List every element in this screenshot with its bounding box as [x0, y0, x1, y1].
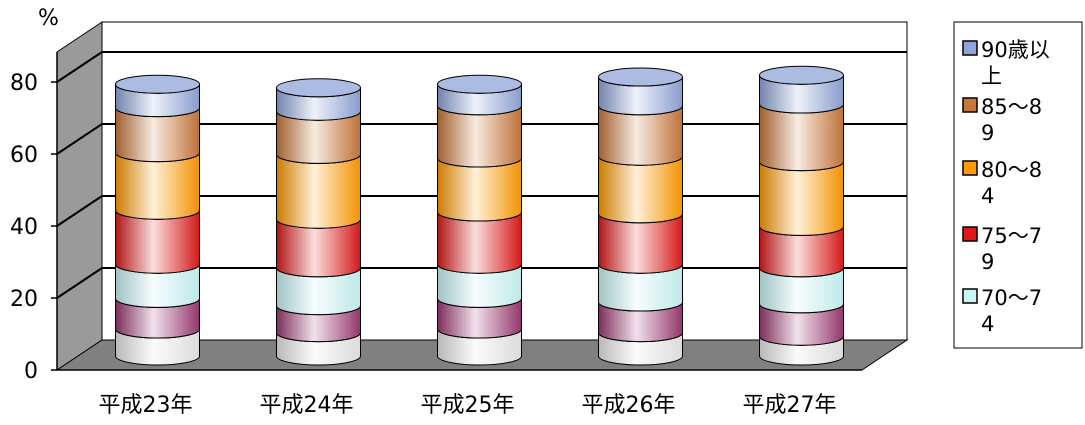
gridline-side [56, 195, 103, 227]
y-tick-label: 40 [10, 215, 38, 240]
bar-top-1 [276, 78, 361, 98]
x-category-label: 平成23年 [99, 393, 193, 418]
legend-label-line: 上 [981, 64, 1002, 88]
legend-label: 75～7 9 [981, 224, 1042, 274]
bar-segment-0-4 [115, 152, 200, 220]
legend-label-line: 90歳以 [981, 38, 1050, 62]
legend-swatch [962, 97, 978, 113]
bar-top-0 [115, 74, 200, 94]
x-category-label: 平成25年 [421, 393, 515, 418]
axis-labels: 0 20 40 60 80% 平成23年 平成24年 平成25年 平成26年 平成27年 [10, 6, 837, 418]
legend-label-line: 9 [981, 121, 994, 145]
legend-swatch [962, 226, 978, 242]
side-wall [56, 21, 103, 371]
x-category-label: 平成27年 [743, 393, 837, 418]
bar-top-4 [759, 65, 844, 85]
y-unit-label: % [38, 6, 59, 31]
y-tick-label: 60 [10, 143, 38, 168]
y-tick-label: 20 [10, 287, 38, 312]
legend-label: 85～8 9 [981, 95, 1042, 145]
y-tick-label: 0 [24, 359, 38, 384]
gridline-side [56, 267, 103, 299]
legend-label: 80～8 4 [981, 158, 1042, 208]
x-category-label: 平成26年 [582, 393, 676, 418]
legend-label: 70～7 4 [981, 286, 1042, 336]
gridline-side [56, 51, 103, 83]
legend-label: 90歳以上 [981, 38, 1050, 88]
axes [51, 52, 862, 371]
y-tick-label: 80 [10, 71, 38, 96]
legend-label-line: 80～8 [981, 158, 1042, 182]
gridline-side [56, 123, 103, 155]
legend-swatch [962, 288, 978, 304]
legend-swatch [962, 160, 978, 176]
legend-label-line: 70～7 [981, 286, 1042, 310]
legend-label-line: 4 [981, 184, 994, 208]
bar-segment-3-4 [598, 156, 683, 224]
legend-label-line: 4 [981, 312, 994, 336]
bar-top-2 [437, 74, 522, 94]
legend-label-line: 75～7 [981, 224, 1042, 248]
bar-segment-4-4 [759, 161, 844, 236]
legend-swatch [962, 40, 978, 56]
bar-top-3 [598, 67, 683, 87]
bars [115, 65, 844, 366]
legend-label-line: 85～8 [981, 95, 1042, 119]
legend-label-line: 9 [981, 250, 994, 274]
bar-segment-1-4 [276, 154, 361, 229]
bar-segment-4-5 [759, 103, 844, 172]
x-category-label: 平成24年 [260, 393, 354, 418]
